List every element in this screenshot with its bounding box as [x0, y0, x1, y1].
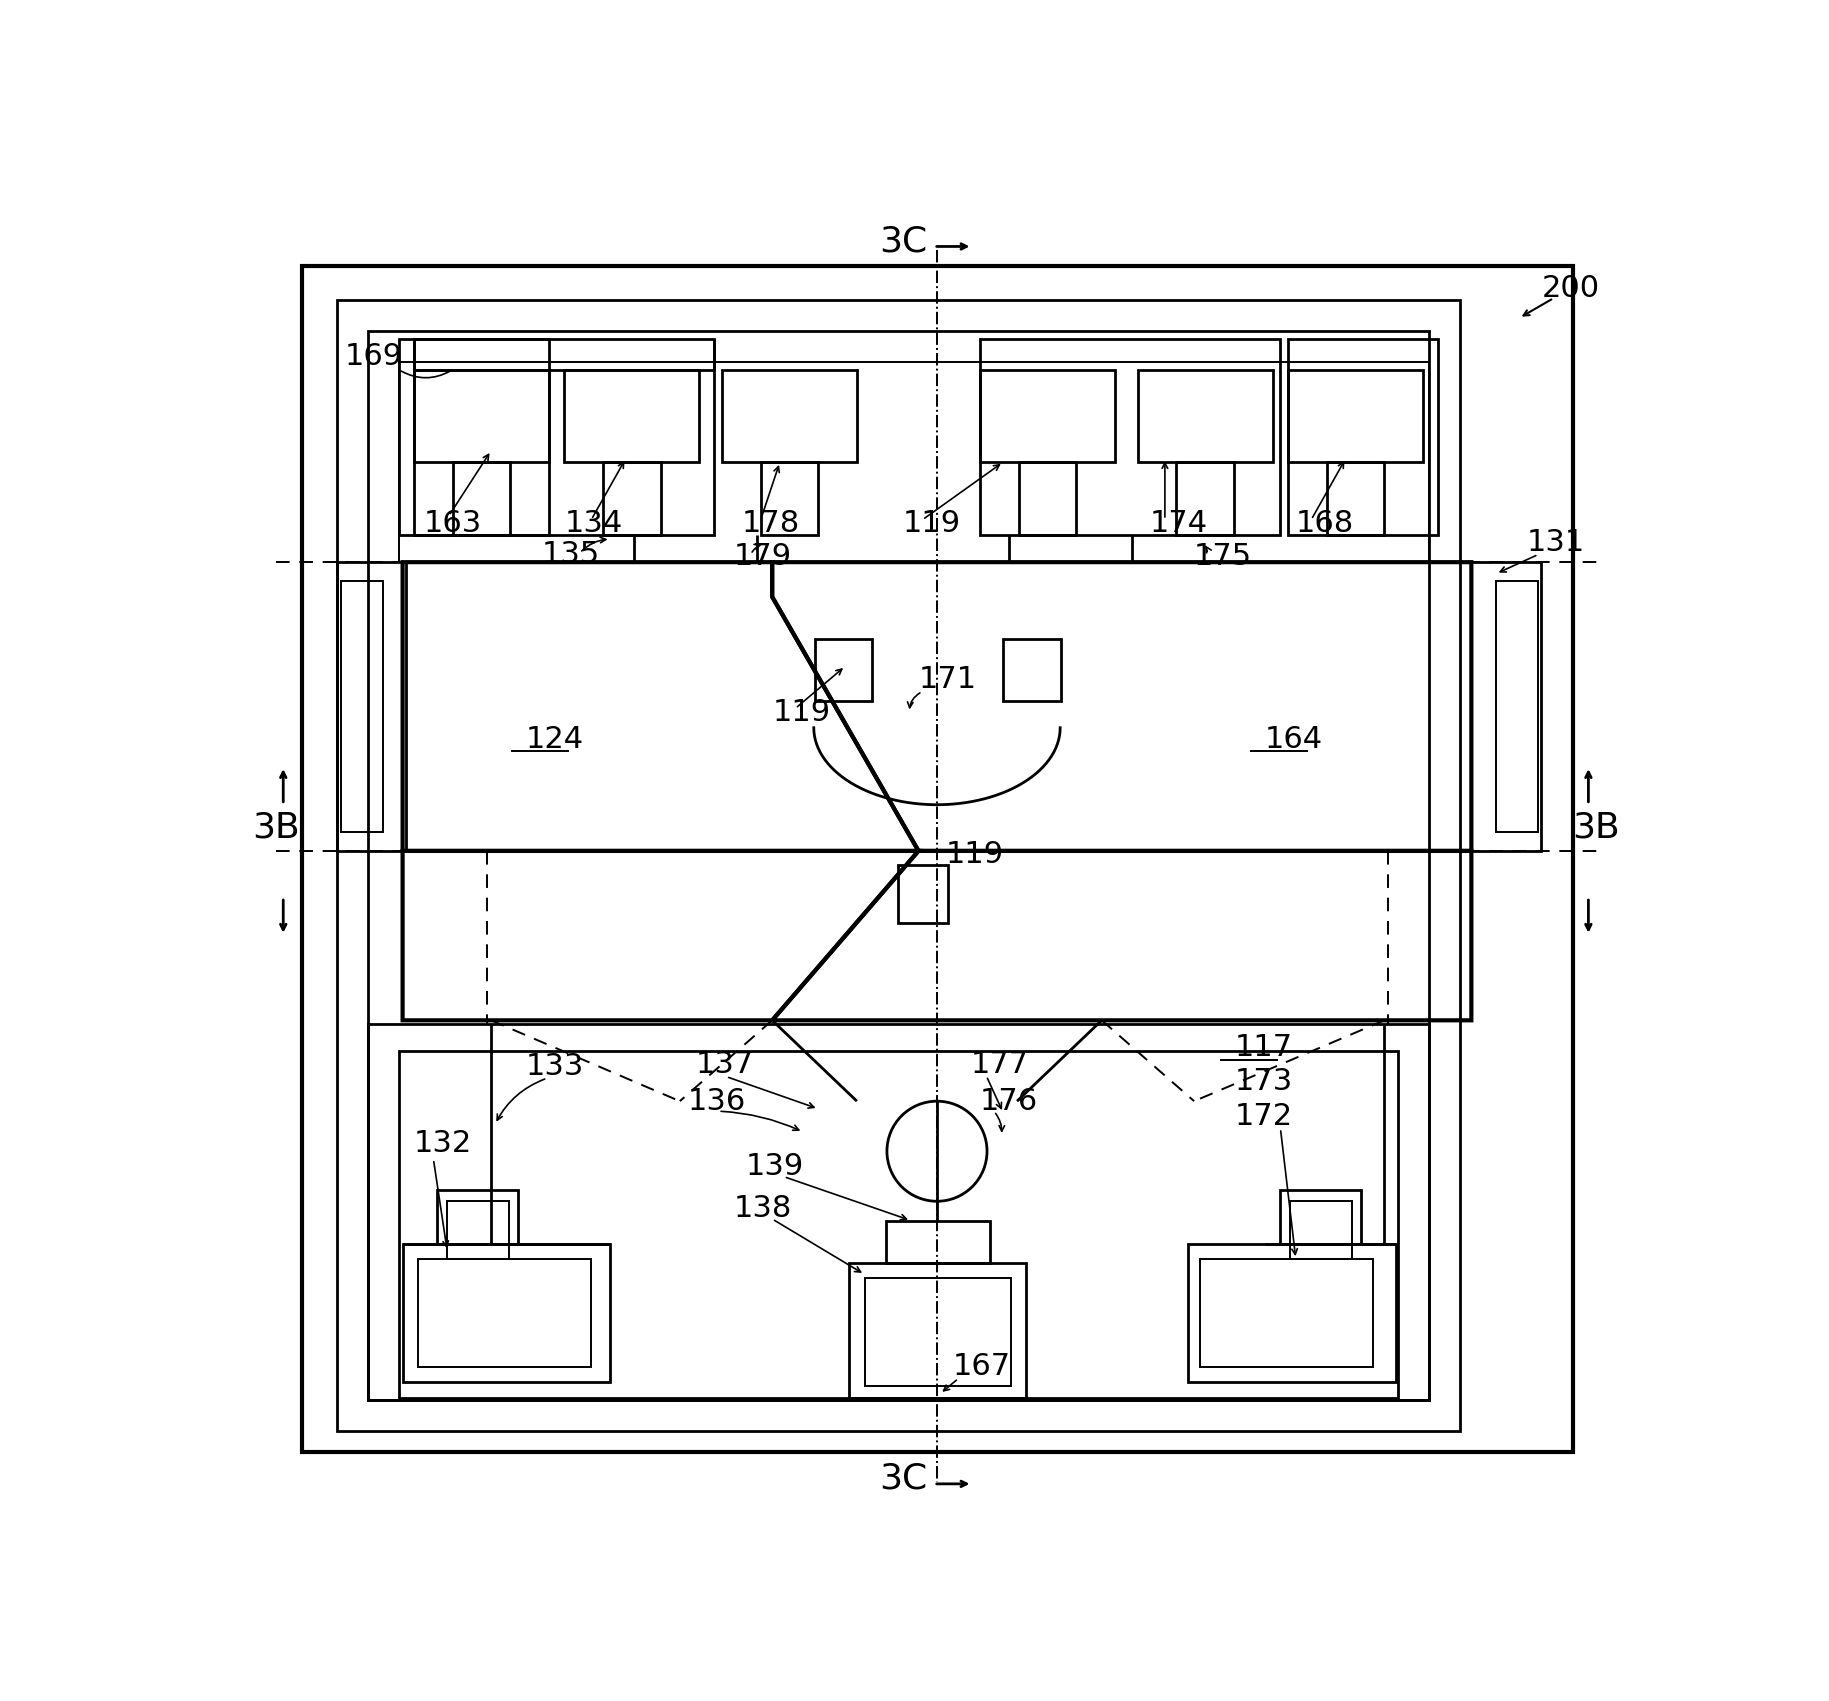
Bar [1200, 1259, 1374, 1368]
Bar [368, 1024, 1428, 1400]
Bar [413, 338, 715, 536]
Bar [1326, 463, 1385, 536]
Bar [1280, 1189, 1361, 1243]
Bar [1019, 463, 1075, 536]
Text: 167: 167 [953, 1352, 1011, 1381]
Text: 132: 132 [413, 1129, 472, 1158]
Bar [402, 1243, 611, 1383]
Text: 136: 136 [688, 1087, 746, 1116]
Bar [399, 362, 1428, 561]
Text: 119: 119 [946, 840, 1004, 869]
Bar [898, 864, 947, 922]
Text: 176: 176 [980, 1087, 1039, 1116]
Text: 3C: 3C [880, 225, 927, 259]
Text: 134: 134 [565, 509, 622, 538]
Bar [1189, 1243, 1396, 1383]
Bar [1291, 1201, 1352, 1259]
Text: 168: 168 [1295, 509, 1353, 538]
Bar [1176, 463, 1235, 536]
Bar [399, 1051, 1397, 1398]
Bar [980, 338, 1280, 536]
Bar [761, 463, 818, 536]
Text: 200: 200 [1542, 274, 1600, 303]
Bar [448, 1201, 508, 1259]
Text: 174: 174 [1149, 509, 1207, 538]
Text: 117: 117 [1235, 1033, 1293, 1061]
Text: 133: 133 [525, 1051, 583, 1082]
Text: 3B: 3B [1573, 811, 1620, 845]
Text: 179: 179 [733, 543, 792, 572]
Bar [814, 640, 872, 701]
Bar [604, 463, 660, 536]
Bar [1288, 338, 1438, 536]
Text: 124: 124 [525, 725, 583, 754]
Bar [887, 1221, 989, 1262]
Bar [337, 301, 1460, 1431]
Text: 177: 177 [971, 1051, 1030, 1080]
Bar [1002, 640, 1061, 701]
Bar [980, 369, 1116, 463]
Text: 163: 163 [424, 509, 483, 538]
Text: 171: 171 [918, 665, 977, 694]
Bar [452, 463, 510, 536]
Bar [849, 1262, 1026, 1398]
Text: 3C: 3C [880, 1461, 927, 1495]
Text: 135: 135 [541, 539, 600, 568]
Text: 173: 173 [1235, 1068, 1293, 1097]
Text: 172: 172 [1235, 1102, 1293, 1131]
Text: 3B: 3B [252, 811, 300, 845]
Text: 137: 137 [695, 1051, 754, 1080]
Text: 138: 138 [733, 1194, 792, 1223]
Bar [399, 338, 549, 536]
Bar [368, 332, 1428, 1400]
Bar [340, 582, 384, 832]
Bar [865, 1277, 1011, 1386]
Bar [437, 1189, 518, 1243]
Bar [565, 369, 699, 463]
Text: 131: 131 [1527, 529, 1586, 558]
Text: 175: 175 [1194, 543, 1253, 572]
Bar [419, 1259, 591, 1368]
Text: 119: 119 [772, 697, 830, 726]
Text: 119: 119 [904, 509, 962, 538]
Text: 139: 139 [744, 1152, 803, 1180]
Bar [1496, 582, 1538, 832]
Text: 164: 164 [1266, 725, 1322, 754]
Bar [337, 561, 406, 850]
Bar [1471, 561, 1540, 850]
Bar [722, 369, 858, 463]
Bar [1138, 369, 1273, 463]
Text: 178: 178 [741, 509, 799, 538]
Bar [1288, 369, 1423, 463]
Text: 169: 169 [346, 342, 402, 371]
Bar [413, 369, 549, 463]
